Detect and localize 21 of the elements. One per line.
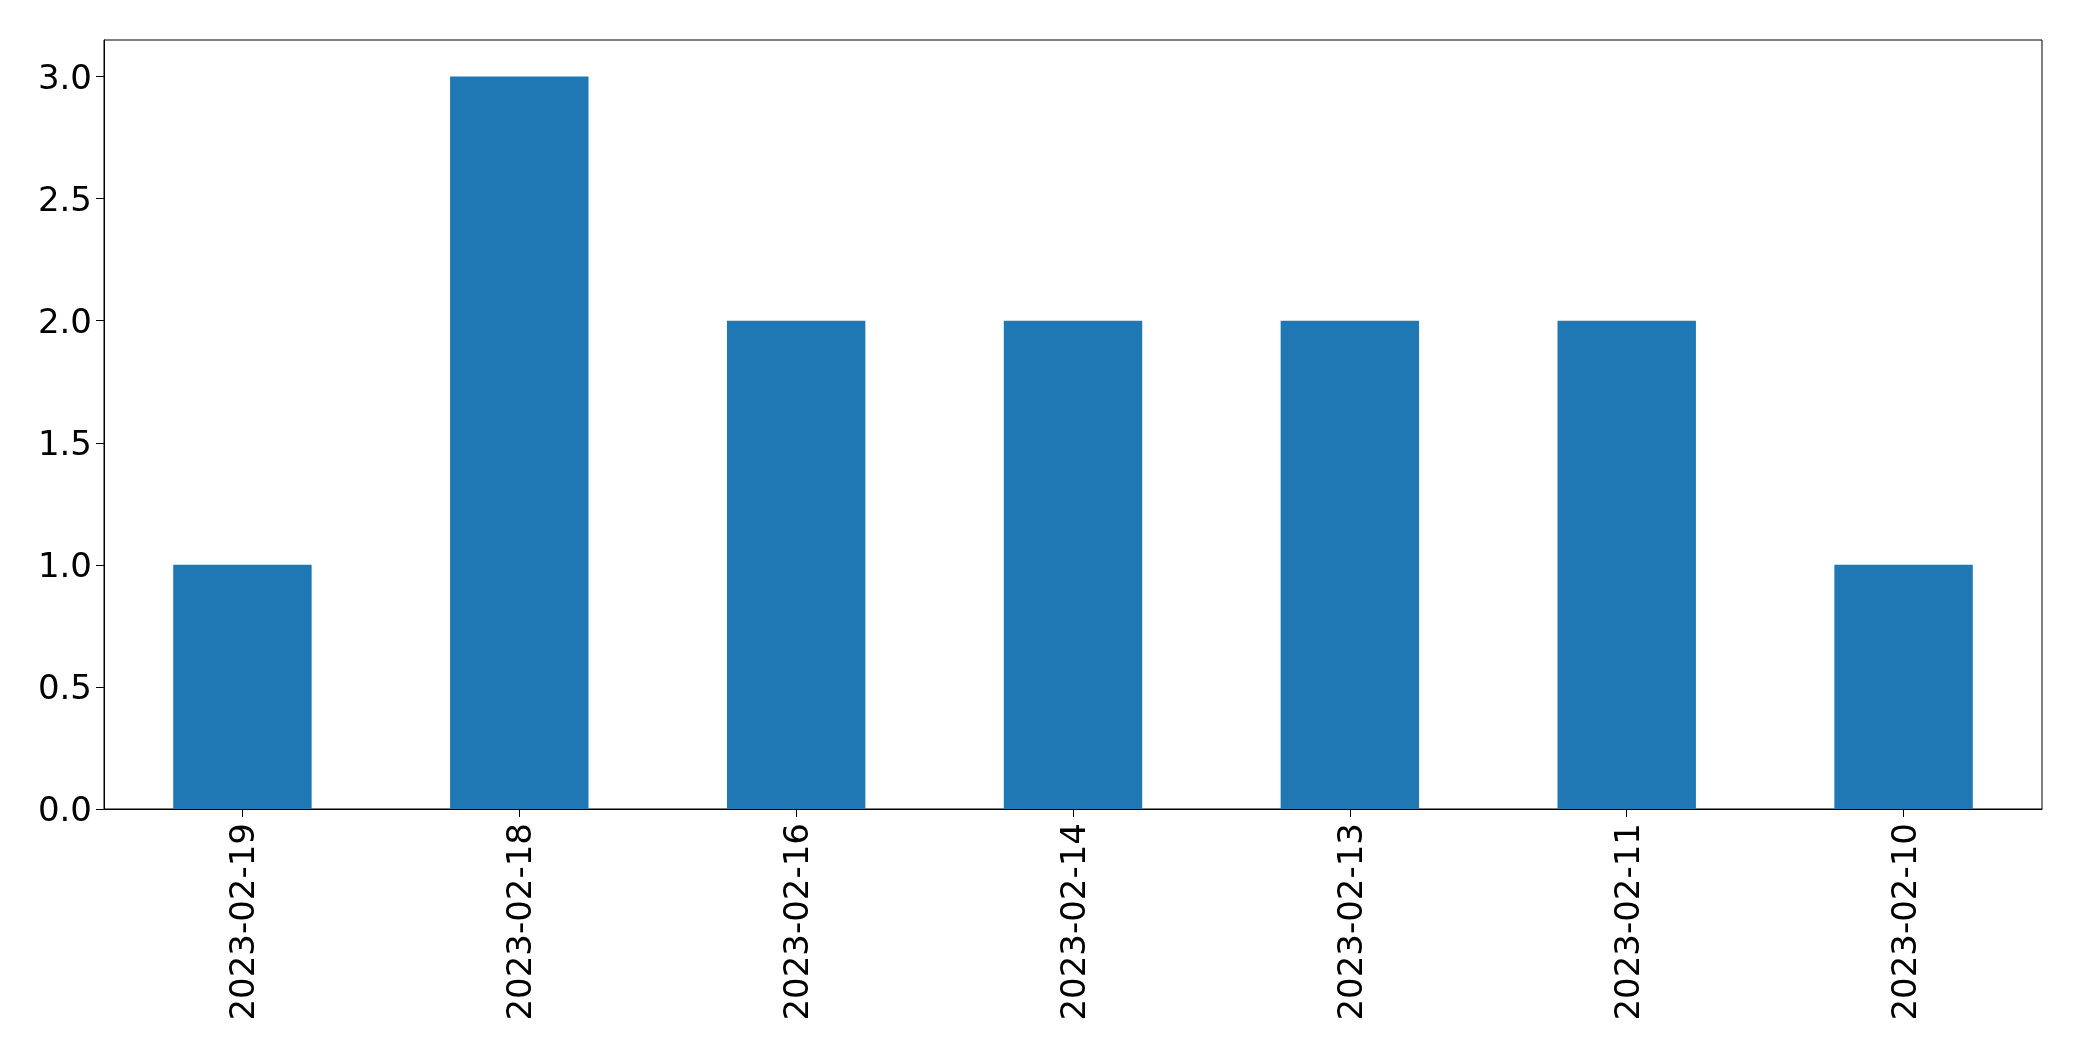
bar [726,320,866,809]
bar [1557,320,1696,809]
y-tick-label: 1.0 [37,544,92,585]
y-tick-label: 0.5 [37,666,92,707]
bar [1834,564,1973,809]
bar [450,76,589,809]
x-tick-label: 2023-02-13 [1329,823,1370,1021]
x-tick-label: 2023-02-16 [776,823,817,1021]
bar [1280,320,1420,809]
y-tick-label: 2.5 [37,178,92,219]
y-tick-label: 1.5 [37,422,92,463]
x-tick-label: 2023-02-10 [1883,823,1924,1021]
x-tick-label: 2023-02-11 [1606,823,1647,1021]
bar [173,564,312,809]
y-tick-label: 0.0 [37,789,92,829]
y-tick-label: 2.0 [37,300,92,341]
bar [1003,320,1143,809]
x-tick-label: 2023-02-18 [499,823,540,1021]
x-tick-label: 2023-02-14 [1053,823,1093,1021]
x-tick-label: 2023-02-19 [222,823,263,1021]
y-tick-label: 3.0 [37,56,92,97]
